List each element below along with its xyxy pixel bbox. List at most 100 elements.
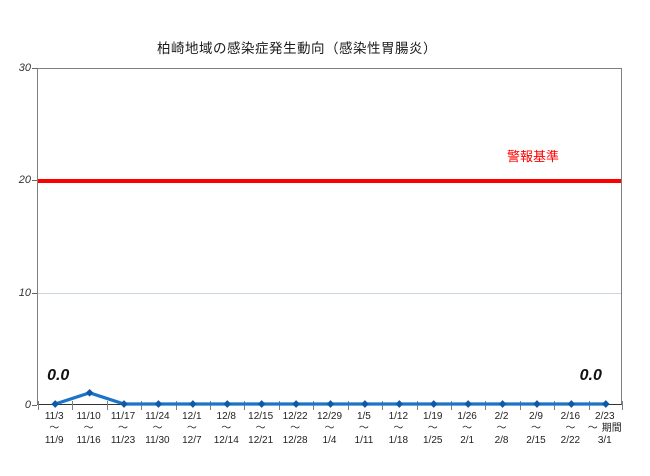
x-label-end: 1/4 <box>322 435 337 446</box>
data-point-marker <box>601 400 610 408</box>
x-label-separator: ～ <box>83 423 94 434</box>
x-axis-category-label: 2/16 ～ 2/22 <box>542 411 598 447</box>
y-gridline <box>38 293 621 295</box>
x-label-separator: ～ <box>118 423 129 434</box>
x-label-end: 12/21 <box>248 435 274 446</box>
threshold-line <box>38 179 621 184</box>
chart-title: 柏崎地域の感染症発生動向（感染性胃腸炎） <box>157 41 437 56</box>
x-label-end: 3/1 <box>597 435 612 446</box>
x-label-separator: ～期間 <box>587 423 622 434</box>
x-label-end: 2/8 <box>494 435 509 446</box>
data-point-marker <box>85 388 94 397</box>
x-axis-category-label: 12/8 ～ 12/14 <box>198 411 254 447</box>
data-point-marker <box>429 400 438 408</box>
y-axis-tick <box>32 180 37 182</box>
x-label-end: 2/22 <box>560 435 581 446</box>
x-axis-category-label: 12/22 ～ 12/28 <box>267 411 323 447</box>
x-label-separator: ～ <box>186 423 197 434</box>
x-axis-category-label: 1/5 ～ 1/11 <box>336 411 392 447</box>
x-axis-category-label: 2/23 ～期間 3/1 <box>577 411 633 447</box>
x-label-start: 1/19 <box>423 411 443 422</box>
x-label-start: 11/24 <box>145 411 170 422</box>
x-label-start: 12/8 <box>216 411 236 422</box>
x-label-start: 11/3 <box>44 411 64 422</box>
x-label-start: 2/23 <box>595 411 615 422</box>
x-label-separator: ～ <box>530 423 541 434</box>
x-axis-category-label: 2/2 ～ 2/8 <box>474 411 530 447</box>
x-axis-tick <box>38 401 39 410</box>
x-label-end: 11/30 <box>145 435 170 446</box>
y-axis-tick-label: 30 <box>18 62 31 74</box>
x-label-end: 1/25 <box>423 435 443 446</box>
data-point-marker <box>51 400 60 408</box>
x-label-separator: ～ <box>221 423 232 434</box>
data-line-series <box>51 388 610 408</box>
y-axis-tick-label: 20 <box>18 174 31 187</box>
data-point-marker <box>498 400 507 408</box>
x-axis-category-label: 11/3 ～ 11/9 <box>26 411 82 447</box>
x-axis-category-label: 1/19 ～ 1/25 <box>405 411 461 447</box>
data-point-label: 0.0 <box>579 367 602 384</box>
x-label-end: 2/15 <box>526 435 546 446</box>
x-axis-category-label: 11/17 ～ 11/23 <box>95 411 151 447</box>
x-label-separator: ～ <box>565 423 576 434</box>
x-label-separator: ～ <box>496 423 507 434</box>
x-label-end: 12/7 <box>182 435 202 446</box>
data-point-marker <box>567 400 576 408</box>
x-label-separator: ～ <box>427 423 438 434</box>
x-label-end: 1/11 <box>354 435 374 446</box>
x-label-start: 12/15 <box>248 411 274 422</box>
x-axis-category-label: 12/29 ～ 1/4 <box>302 411 358 447</box>
x-label-separator: ～ <box>358 423 369 434</box>
y-axis-tick <box>32 292 37 294</box>
data-point-marker <box>395 400 404 408</box>
data-point-marker <box>361 400 369 408</box>
x-axis-category-label: 12/1 ～ 12/7 <box>164 411 220 447</box>
data-point-marker <box>189 400 197 408</box>
x-axis-tick <box>107 401 108 410</box>
x-label-end: 1/18 <box>388 435 409 446</box>
x-label-end: 12/14 <box>213 435 239 446</box>
x-label-start: 1/5 <box>356 411 371 422</box>
threshold-label: 警報基準 <box>507 149 560 164</box>
x-label-start: 2/9 <box>529 411 543 422</box>
x-label-end: 11/23 <box>110 435 136 446</box>
x-label-separator: ～ <box>255 423 266 434</box>
data-point-marker <box>464 400 472 408</box>
x-axis-tick <box>72 401 73 410</box>
y-axis-tick <box>32 68 37 69</box>
x-axis-unit-label: 期間 <box>601 423 622 434</box>
data-point-marker <box>292 400 300 408</box>
y-axis-tick-label: 0 <box>24 399 31 411</box>
x-label-separator: ～ <box>49 423 60 434</box>
data-point-marker <box>257 400 266 408</box>
x-axis-category-label: 1/12 ～ 1/18 <box>370 411 426 447</box>
x-label-separator: ～ <box>393 423 404 434</box>
x-label-start: 2/16 <box>560 411 581 422</box>
x-label-end: 12/28 <box>282 435 308 446</box>
x-label-start: 11/10 <box>76 411 101 422</box>
x-label-start: 11/17 <box>110 411 136 422</box>
x-axis-category-label: 11/24 ～ 11/30 <box>129 411 185 447</box>
y-axis-tick <box>32 405 37 406</box>
x-axis-category-label: 11/10 ～ 11/16 <box>61 411 117 447</box>
x-label-separator: ～ <box>324 423 335 434</box>
data-point-marker <box>326 400 335 408</box>
x-axis-category-label: 1/26 ～ 2/1 <box>439 411 495 447</box>
x-label-start: 1/26 <box>457 411 477 422</box>
x-label-start: 12/22 <box>282 411 308 422</box>
data-point-marker <box>120 400 128 408</box>
plot-area <box>37 68 623 410</box>
x-label-separator: ～ <box>290 423 301 434</box>
data-point-label: 0.0 <box>47 367 70 384</box>
data-point-marker <box>533 400 541 408</box>
x-label-end: 11/9 <box>44 435 64 446</box>
x-label-separator: ～ <box>462 423 473 434</box>
x-label-end: 11/16 <box>76 435 101 446</box>
x-axis-category-label: 2/9 ～ 2/15 <box>508 411 564 447</box>
x-label-start: 2/2 <box>494 411 509 422</box>
x-label-start: 12/1 <box>182 411 202 422</box>
x-axis-category-label: 12/15 ～ 12/21 <box>233 411 289 447</box>
y-axis-tick-label: 10 <box>18 286 31 299</box>
